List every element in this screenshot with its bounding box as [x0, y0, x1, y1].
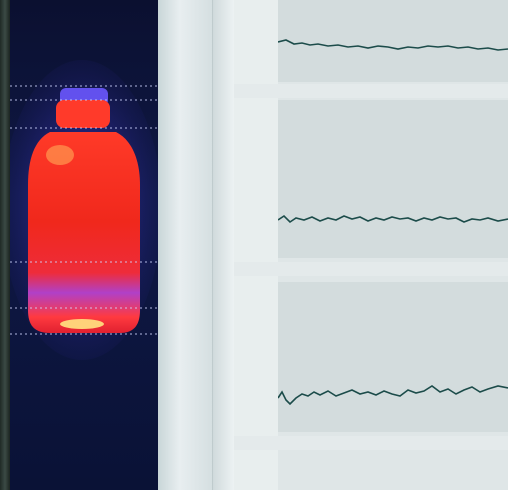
time-axis-2	[234, 262, 508, 276]
time-axis-3	[234, 436, 508, 450]
graph-traces	[278, 39, 508, 406]
graph-panel-1	[278, 0, 508, 82]
trace-1	[278, 39, 508, 51]
side-panel-divider	[212, 0, 235, 490]
thermal-camera-view	[10, 0, 158, 490]
temperature-graphs	[234, 0, 508, 490]
bottle-icon	[28, 88, 140, 333]
time-axis-1	[234, 84, 508, 98]
side-panel	[158, 0, 212, 490]
graph-panel-2	[278, 100, 508, 258]
trace-3	[278, 385, 508, 406]
monitor-bezel	[0, 0, 10, 490]
graph-panel-3	[278, 282, 508, 432]
trace-2	[278, 214, 508, 224]
thermal-image	[10, 60, 158, 360]
y-axis-strip	[234, 0, 278, 490]
